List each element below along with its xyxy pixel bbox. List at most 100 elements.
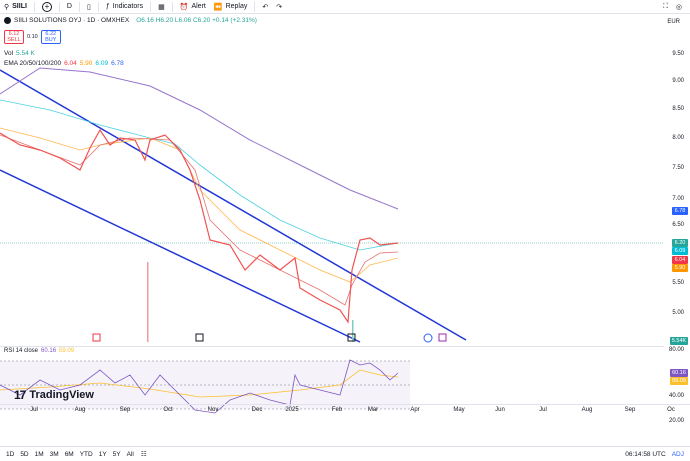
camera-icon[interactable]: ◎ (675, 3, 682, 11)
volume-spike (352, 320, 354, 342)
range-1m[interactable]: 1M (34, 450, 44, 458)
replay-button[interactable]: ⏪ Replay (210, 0, 252, 14)
range-ytd[interactable]: YTD (79, 450, 93, 458)
time-axis-divider (0, 404, 690, 405)
ema-20-value: 6.04 (64, 60, 77, 67)
time-axis-label: Aug (74, 407, 86, 413)
time-axis-label: Jun (495, 407, 505, 413)
dividend-marker (438, 333, 447, 342)
rsi-axis-label: 80.00 (668, 347, 684, 353)
divider (171, 1, 173, 12)
rsi-tag-ma: 59.09 (670, 377, 688, 385)
candles-icon: ▯ (86, 3, 91, 11)
plus-icon: + (41, 1, 52, 12)
price-tag-ema200: 6.78 (672, 207, 688, 215)
range-all[interactable]: All (126, 450, 134, 458)
brand-name: TradingView (29, 389, 94, 401)
range-1d[interactable]: 1D (6, 450, 15, 458)
time-axis-label: Dec (251, 407, 263, 413)
redo-icon: ↷ (276, 3, 283, 11)
range-5d[interactable]: 5D (20, 450, 29, 458)
ema-200-line (0, 67, 399, 210)
compare-button[interactable]: + (38, 0, 56, 14)
indicators-label: Indicators (112, 3, 144, 10)
range-5y[interactable]: 5Y (112, 450, 121, 458)
time-axis-label: Oc (667, 407, 675, 413)
price-axis-label: 8.00 (672, 135, 684, 141)
event-marker (195, 333, 204, 342)
ema-legend: EMA 20/50/100/200 6.04 5.90 6.09 6.78 (4, 60, 124, 67)
ema-100-value: 6.09 (95, 60, 109, 67)
interval-button[interactable]: D (63, 0, 76, 14)
sell-button[interactable]: 6.12 SELL (4, 30, 24, 44)
tradingview-logo[interactable]: 17 TradingView (14, 388, 94, 402)
rsi-line (0, 359, 399, 414)
volume-spike (147, 262, 149, 342)
time-axis-label: Aug (581, 407, 593, 413)
price-tag-ema50: 5.90 (672, 264, 688, 272)
rsi-chart[interactable] (0, 355, 664, 415)
buy-button[interactable]: 6.22 BUY (40, 30, 61, 44)
event-marker (92, 333, 101, 342)
price-axis-label: 5.00 (672, 310, 684, 316)
tradingview-mark-icon: 17 (14, 388, 26, 402)
adj-toggle[interactable]: ADJ (671, 450, 684, 458)
price-chart[interactable] (0, 14, 664, 346)
price-tag-ema100: 6.09 (672, 247, 688, 255)
chart-type-button[interactable]: ▯ (83, 0, 95, 14)
fullscreen-icon[interactable]: ⛶ (662, 2, 668, 10)
buy-label: BUY (45, 37, 57, 43)
replay-label: Replay (225, 3, 248, 10)
time-axis-label: Feb (331, 407, 343, 413)
price-tag-ema20: 6.04 (672, 256, 688, 264)
price-axis-label: 9.50 (672, 51, 684, 57)
time-axis-label: 2025 (285, 407, 299, 413)
rsi-label: RSI 14 close (4, 348, 39, 354)
rsi-ma-value: 59.09 (59, 348, 75, 354)
time-axis-label: Nov (207, 407, 219, 413)
price-series (0, 128, 399, 324)
symbol-search[interactable]: ⚲ SIILI (0, 0, 31, 14)
ema-label: EMA 20/50/100/200 (4, 60, 62, 67)
range-1y[interactable]: 1Y (98, 450, 107, 458)
time-axis-label: Sep (624, 407, 636, 413)
replay-icon: ⏪ (213, 3, 223, 11)
symbol-label: SIILI (12, 3, 27, 10)
rsi-axis-label: 20.00 (668, 418, 684, 424)
ema-50-line (0, 127, 399, 283)
redo-button[interactable]: ↷ (272, 0, 286, 14)
rsi-legend: RSI 14 close 60.16 59.09 (4, 348, 74, 354)
range-6m[interactable]: 6M (64, 450, 74, 458)
rsi-ma-line (0, 369, 399, 398)
bottom-bar: 1D 5D 1M 3M 6M YTD 1Y 5Y All ☷ 06:14:58 … (0, 446, 690, 461)
price-axis-label: 7.00 (672, 196, 684, 202)
range-3m[interactable]: 3M (49, 450, 59, 458)
layout-button[interactable]: ▦ (154, 0, 169, 14)
alert-button[interactable]: ⏰ Alert (176, 0, 210, 14)
price-axis-label: 7.50 (672, 165, 684, 171)
legend-ohlc: O6.16 H6.20 L6.06 C6.20 +0.14 (+2.31%) (136, 17, 257, 24)
undo-button[interactable]: ↶ (258, 0, 272, 14)
sell-price: 6.12 (8, 31, 20, 37)
alarm-icon: ⏰ (179, 3, 189, 11)
symbol-logo-icon (4, 17, 11, 24)
rsi-value: 60.16 (41, 348, 57, 354)
currency-label[interactable]: EUR (667, 19, 680, 25)
volume-legend: Vol 5.54 K (4, 50, 35, 57)
trendline-lower (0, 169, 361, 343)
time-axis-label: Apr (410, 407, 420, 413)
ema-200-value: 6.78 (111, 60, 124, 67)
clock-label[interactable]: 06:14:58 UTC (625, 450, 666, 458)
price-tag-last: 6.20 (672, 239, 688, 247)
price-axis-label: 6.50 (672, 222, 684, 228)
time-axis-label: Jul (539, 407, 547, 413)
price-axis-label: 8.50 (672, 106, 684, 112)
legend-title: SIILI SOLUTIONS OYJ · 1D · OMXHEX (14, 17, 130, 24)
indicators-button[interactable]: ƒ Indicators (102, 0, 147, 14)
date-range-icon[interactable]: ☷ (140, 451, 147, 458)
rsi-axis-label: 40.00 (668, 393, 684, 399)
pane-divider (0, 346, 664, 347)
top-toolbar: ⚲ SIILI + D ▯ ƒ Indicators ▦ ⏰ Alert ⏪ R… (0, 0, 690, 14)
alert-label: Alert (191, 3, 206, 10)
divider (33, 1, 35, 12)
